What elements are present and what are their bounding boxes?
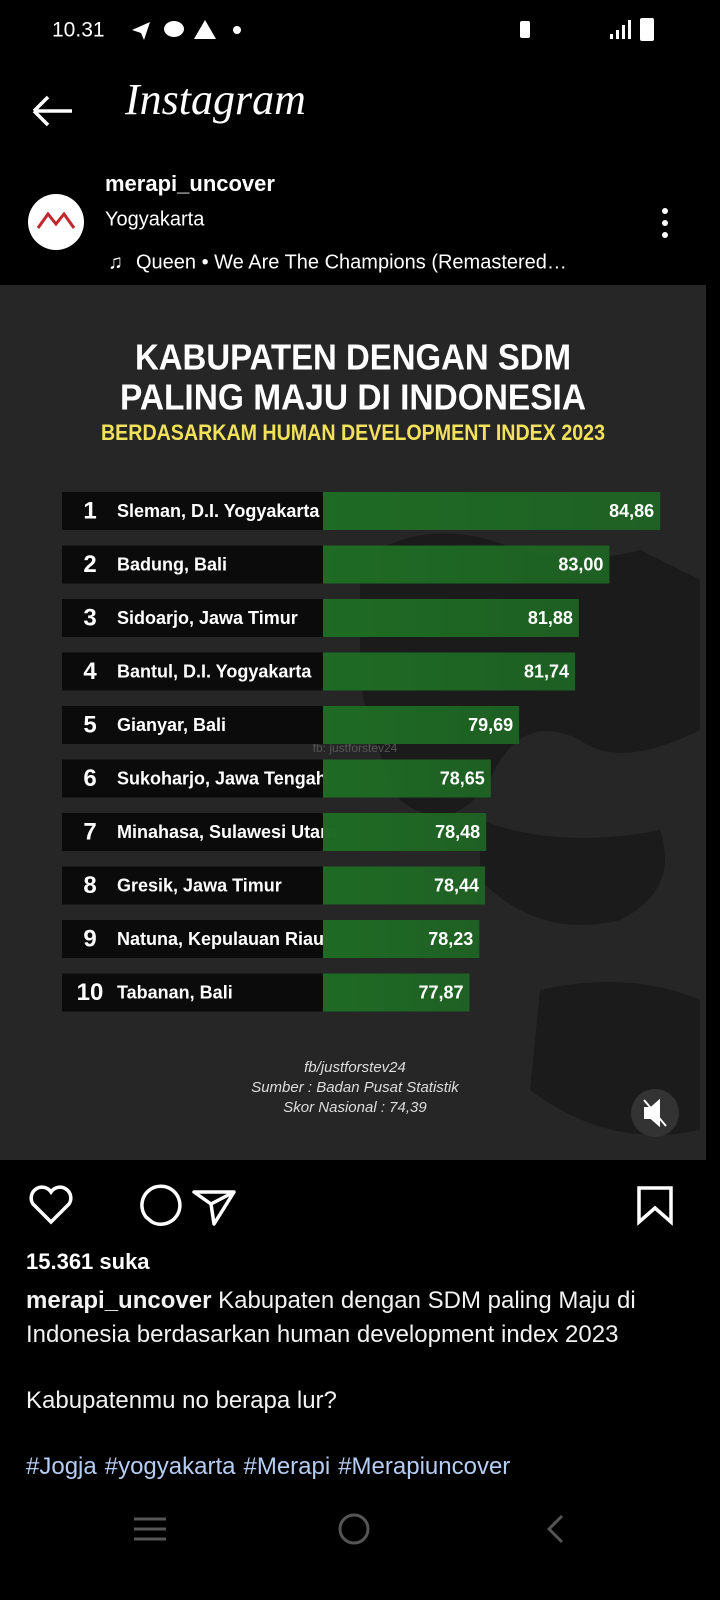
rank: 7	[83, 818, 96, 845]
bar	[323, 706, 520, 744]
bar	[323, 599, 579, 637]
like-button[interactable]	[29, 1185, 73, 1225]
footer-note: fb/justforstev24	[304, 1059, 406, 1076]
caption: merapi_uncover Kabupaten dengan SDM pali…	[26, 1284, 696, 1352]
nav-bar	[134, 1513, 564, 1545]
label-box	[62, 759, 323, 798]
status-icons	[132, 18, 654, 41]
rank: 9	[83, 925, 96, 952]
category-label: Minahasa, Sulawesi Utara	[117, 822, 338, 842]
rank: 10	[77, 979, 104, 1006]
category-label: Badung, Bali	[117, 554, 227, 574]
rank: 3	[83, 604, 96, 631]
value-label: 81,88	[528, 608, 573, 628]
more-button[interactable]	[662, 208, 668, 238]
label-box	[62, 599, 323, 637]
chart-subtitle: BERDASARKAM HUMAN DEVELOPMENT INDEX 2023	[101, 420, 605, 445]
value-label: 79,69	[468, 715, 513, 735]
bar	[323, 759, 491, 798]
bar	[323, 866, 486, 905]
category-label: Gianyar, Bali	[117, 715, 226, 735]
avatar-logo	[36, 211, 76, 229]
caption-text: Kabupaten dengan SDM paling Maju di Indo…	[26, 1287, 636, 1348]
back-button[interactable]	[32, 95, 72, 127]
value-label: 78,48	[435, 822, 480, 842]
likes[interactable]: 15.361 suka	[26, 1249, 150, 1274]
value-label: 78,23	[428, 929, 473, 949]
location[interactable]: Yogyakarta	[105, 208, 205, 230]
username[interactable]: merapi_uncover	[105, 171, 275, 196]
label-box	[62, 866, 323, 905]
rank: 8	[83, 872, 96, 899]
label-box	[62, 652, 323, 691]
label-box	[62, 813, 323, 851]
hashtag[interactable]: #Jogja	[26, 1453, 97, 1480]
value-label: 83,00	[558, 554, 603, 574]
clock: 10.31	[52, 19, 105, 42]
music-icon: ♫	[108, 251, 123, 273]
bar	[323, 973, 470, 1012]
music[interactable]: Queen • We Are The Champions (Remastered…	[136, 251, 567, 273]
comment-button[interactable]	[140, 1184, 182, 1226]
footer-note: Skor Nasional : 74,39	[283, 1099, 427, 1116]
category-label: Sukoharjo, Jawa Tengah	[117, 768, 327, 788]
bar	[323, 652, 576, 691]
bar	[323, 492, 661, 530]
footer-note: Sumber : Badan Pusat Statistik	[251, 1079, 460, 1096]
mute-icon	[643, 1098, 667, 1128]
app-title: Instagram	[124, 75, 306, 124]
label-box	[62, 545, 323, 584]
category-label: Gresik, Jawa Timur	[117, 875, 282, 895]
bar	[323, 545, 610, 584]
nav-home[interactable]	[338, 1513, 370, 1545]
rank: 1	[83, 497, 96, 524]
caption-question: Kabupatenmu no berapa lur?	[26, 1387, 337, 1414]
category-label: Sidoarjo, Jawa Timur	[117, 608, 298, 628]
hashtags: #Jogja #yogyakarta #Merapi #Merapiuncover	[26, 1450, 696, 1484]
watermark: fb: justforstev24	[313, 741, 398, 755]
nav-back[interactable]	[546, 1514, 564, 1544]
hashtag[interactable]: #Merapi	[243, 1453, 331, 1480]
category-label: Tabanan, Bali	[117, 982, 233, 1002]
value-label: 77,87	[418, 982, 463, 1002]
save-button[interactable]	[637, 1186, 673, 1226]
bar	[323, 813, 487, 851]
rank: 5	[83, 711, 96, 738]
rank: 6	[83, 765, 96, 792]
bar	[323, 920, 480, 958]
category-label: Sleman, D.I. Yogyakarta	[117, 501, 320, 521]
value-label: 78,65	[440, 768, 485, 788]
rank: 2	[83, 551, 96, 578]
label-box	[62, 920, 323, 958]
caption-username[interactable]: merapi_uncover	[26, 1287, 212, 1314]
value-label: 78,44	[434, 875, 479, 895]
chart-title: PALING MAJU DI INDONESIA	[120, 377, 586, 418]
label-box	[62, 706, 323, 744]
nav-menu[interactable]	[134, 1517, 166, 1541]
hashtag[interactable]: #Merapiuncover	[338, 1453, 511, 1480]
rank: 4	[83, 658, 97, 685]
value-label: 81,74	[524, 661, 569, 681]
label-box	[62, 973, 323, 1012]
category-label: Bantul, D.I. Yogyakarta	[117, 661, 312, 681]
share-button[interactable]	[192, 1190, 236, 1226]
chart-title: KABUPATEN DENGAN SDM	[135, 337, 571, 378]
hashtag[interactable]: #yogyakarta	[104, 1453, 236, 1480]
value-label: 84,86	[609, 501, 654, 521]
label-box	[62, 492, 323, 530]
category-label: Natuna, Kepulauan Riau	[117, 929, 324, 949]
